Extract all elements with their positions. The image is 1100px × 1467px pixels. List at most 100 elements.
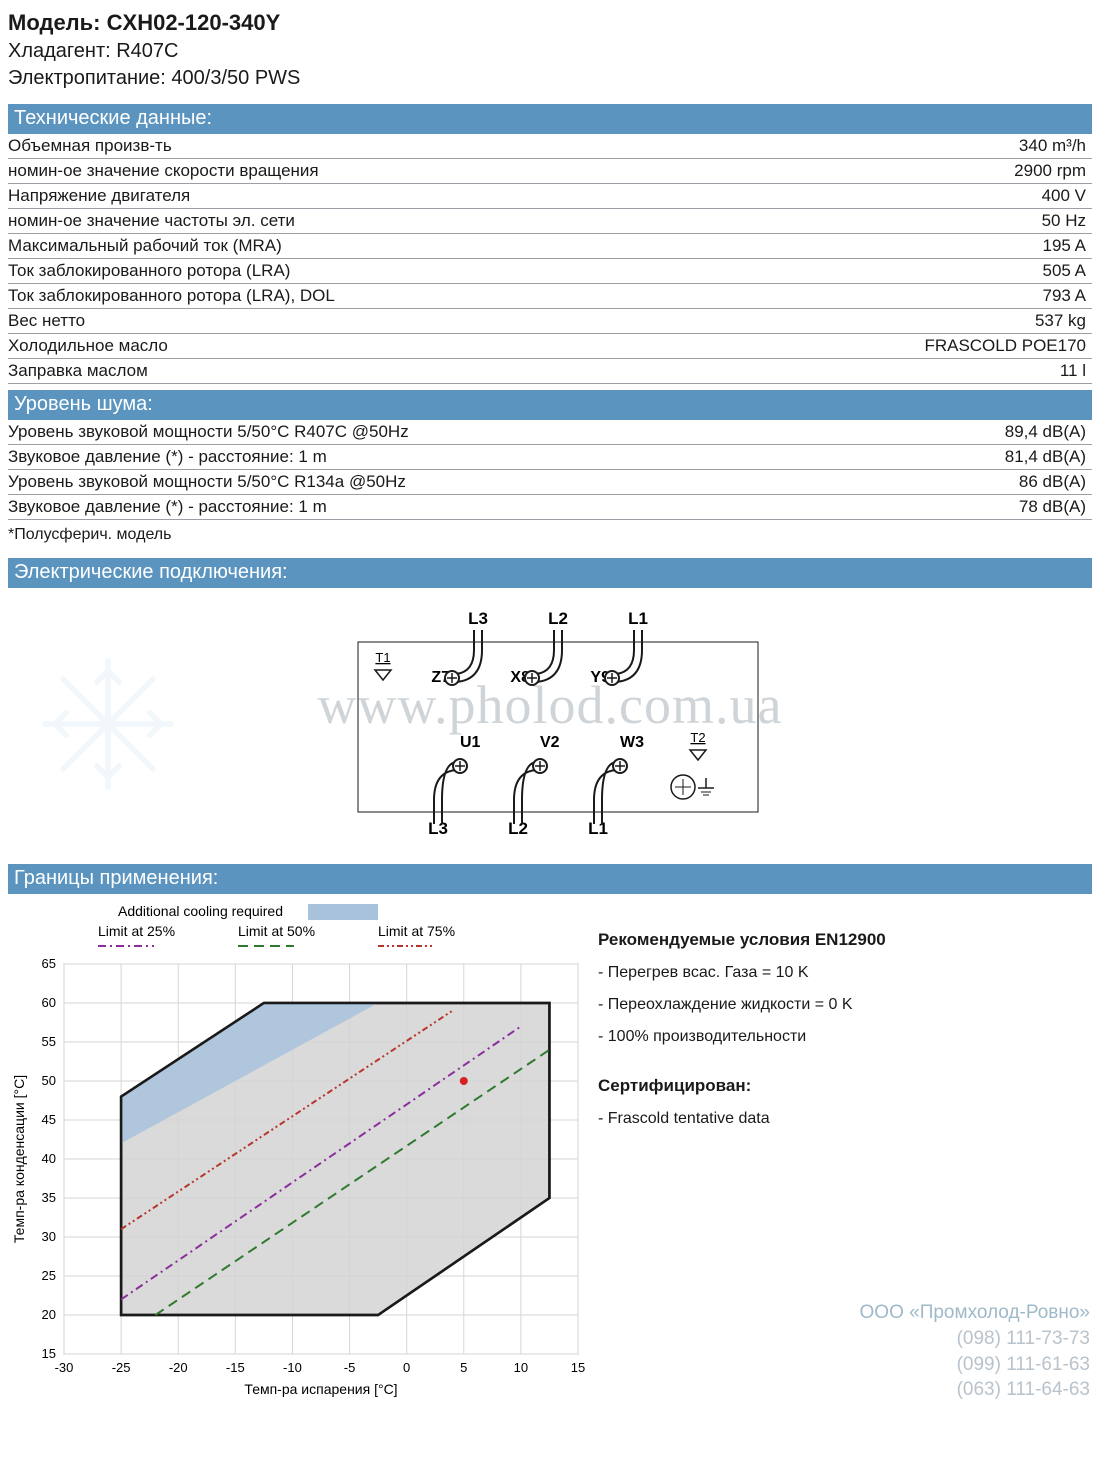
row-label: номин-ое значение частоты эл. сети <box>8 209 728 234</box>
section-noise: Уровень шума: <box>8 390 1092 420</box>
row-label: Холодильное масло <box>8 334 728 359</box>
row-value: 89,4 dB(A) <box>900 420 1092 445</box>
svg-text:L2: L2 <box>508 819 528 838</box>
table-row: Холодильное маслоFRASCOLD POE170 <box>8 334 1092 359</box>
row-label: Звуковое давление (*) - расстояние: 1 m <box>8 495 900 520</box>
svg-text:-15: -15 <box>226 1360 245 1375</box>
tech-table: Объемная произв-ть340 m³/hномин-ое значе… <box>8 134 1092 384</box>
contact-phone: (063) 111-64-63 <box>860 1377 1090 1403</box>
contact-phone: (099) 111-61-63 <box>860 1352 1090 1378</box>
noise-table: Уровень звуковой мощности 5/50°C R407C @… <box>8 420 1092 520</box>
row-value: 195 A <box>728 234 1092 259</box>
row-value: 340 m³/h <box>728 134 1092 159</box>
row-value: 78 dB(A) <box>900 495 1092 520</box>
row-label: Ток заблокированного ротора (LRA), DOL <box>8 284 728 309</box>
model-line: Модель: CXH02-120-340Y <box>8 10 1092 36</box>
svg-text:15: 15 <box>42 1346 56 1361</box>
section-limits: Границы применения: <box>8 864 1092 894</box>
svg-text:L1: L1 <box>588 819 608 838</box>
row-value: 81,4 dB(A) <box>900 445 1092 470</box>
svg-text:30: 30 <box>42 1229 56 1244</box>
row-value: 537 kg <box>728 309 1092 334</box>
svg-text:15: 15 <box>571 1360 585 1375</box>
svg-text:60: 60 <box>42 995 56 1010</box>
svg-text:-5: -5 <box>344 1360 356 1375</box>
table-row: Ток заблокированного ротора (LRA)505 A <box>8 259 1092 284</box>
contact-name: ООО «Промхолод-Ровно» <box>860 1300 1090 1326</box>
row-label: Напряжение двигателя <box>8 184 728 209</box>
noise-footnote: *Полусферич. модель <box>8 520 1092 552</box>
svg-text:T1: T1 <box>375 650 390 665</box>
svg-text:5: 5 <box>460 1360 467 1375</box>
svg-text:Темп-ра испарения [°C]: Темп-ра испарения [°C] <box>244 1381 397 1397</box>
cert-line: - Frascold tentative data <box>598 1110 1092 1128</box>
row-value: 400 V <box>728 184 1092 209</box>
svg-text:Limit at 75%: Limit at 75% <box>378 923 455 939</box>
row-label: Уровень звуковой мощности 5/50°C R407C @… <box>8 420 900 445</box>
row-value: 86 dB(A) <box>900 470 1092 495</box>
svg-text:40: 40 <box>42 1151 56 1166</box>
rec-line: - 100% производительности <box>598 1028 1092 1046</box>
svg-text:Темп-ра конденсации [°C]: Темп-ра конденсации [°C] <box>11 1075 27 1243</box>
rec-line: - Перегрев всас. Газа = 10 K <box>598 964 1092 982</box>
svg-text:50: 50 <box>42 1073 56 1088</box>
svg-text:U1: U1 <box>460 734 481 751</box>
svg-text:Limit at 50%: Limit at 50% <box>238 923 315 939</box>
row-label: Уровень звуковой мощности 5/50°C R134a @… <box>8 470 900 495</box>
row-label: Ток заблокированного ротора (LRA) <box>8 259 728 284</box>
svg-text:45: 45 <box>42 1112 56 1127</box>
row-value: 505 A <box>728 259 1092 284</box>
svg-text:35: 35 <box>42 1190 56 1205</box>
svg-text:L1: L1 <box>628 609 648 628</box>
limits-chart: Additional cooling required Limit at 25% L… <box>8 900 588 1400</box>
row-value: 793 A <box>728 284 1092 309</box>
table-row: Максимальный рабочий ток (MRA)195 A <box>8 234 1092 259</box>
row-value: FRASCOLD POE170 <box>728 334 1092 359</box>
rec-line: - Переохлаждение жидкости = 0 K <box>598 996 1092 1014</box>
row-value: 50 Hz <box>728 209 1092 234</box>
table-row: Ток заблокированного ротора (LRA), DOL79… <box>8 284 1092 309</box>
wiring-diagram: L3L2L1Z7X8Y9U1V2W3L3L2L1T1T2 <box>328 602 798 842</box>
svg-text:65: 65 <box>42 956 56 971</box>
svg-text:0: 0 <box>403 1360 410 1375</box>
svg-text:Additional cooling required: Additional cooling required <box>118 903 283 919</box>
section-elec: Электрические подключения: <box>8 558 1092 588</box>
svg-text:Limit at 25%: Limit at 25% <box>98 923 175 939</box>
svg-text:W3: W3 <box>620 734 644 751</box>
recommendations: Рекомендуемые условия EN12900 - Перегрев… <box>598 900 1092 1405</box>
svg-text:L3: L3 <box>468 609 488 628</box>
refrigerant-line: Хладагент: R407C <box>8 40 1092 63</box>
svg-text:-30: -30 <box>55 1360 74 1375</box>
svg-text:L3: L3 <box>428 819 448 838</box>
cert-title: Сертифицирован: <box>598 1076 1092 1096</box>
row-label: Объемная произв-ть <box>8 134 728 159</box>
contact-phone: (098) 111-73-73 <box>860 1326 1090 1352</box>
svg-text:10: 10 <box>514 1360 528 1375</box>
power-line: Электропитание: 400/3/50 PWS <box>8 67 1092 90</box>
svg-text:25: 25 <box>42 1268 56 1283</box>
svg-text:-20: -20 <box>169 1360 188 1375</box>
table-row: Уровень звуковой мощности 5/50°C R407C @… <box>8 420 1092 445</box>
svg-text:V2: V2 <box>540 734 560 751</box>
rec-title: Рекомендуемые условия EN12900 <box>598 930 1092 950</box>
svg-text:L2: L2 <box>548 609 568 628</box>
table-row: номин-ое значение частоты эл. сети50 Hz <box>8 209 1092 234</box>
row-label: Максимальный рабочий ток (MRA) <box>8 234 728 259</box>
table-row: номин-ое значение скорости вращения2900 … <box>8 159 1092 184</box>
table-row: Напряжение двигателя400 V <box>8 184 1092 209</box>
wiring-diagram-wrap: www.pholod.com.ua L3L2L1Z7X8Y9U1V2W3L3L2… <box>8 594 1092 854</box>
svg-text:55: 55 <box>42 1034 56 1049</box>
row-label: номин-ое значение скорости вращения <box>8 159 728 184</box>
table-row: Уровень звуковой мощности 5/50°C R134a @… <box>8 470 1092 495</box>
table-row: Объемная произв-ть340 m³/h <box>8 134 1092 159</box>
table-row: Звуковое давление (*) - расстояние: 1 m8… <box>8 445 1092 470</box>
svg-text:20: 20 <box>42 1307 56 1322</box>
row-value: 2900 rpm <box>728 159 1092 184</box>
svg-text:-25: -25 <box>112 1360 131 1375</box>
section-tech: Технические данные: <box>8 104 1092 134</box>
table-row: Заправка маслом11 l <box>8 359 1092 384</box>
table-row: Звуковое давление (*) - расстояние: 1 m7… <box>8 495 1092 520</box>
row-value: 11 l <box>728 359 1092 384</box>
svg-text:-10: -10 <box>283 1360 302 1375</box>
row-label: Звуковое давление (*) - расстояние: 1 m <box>8 445 900 470</box>
